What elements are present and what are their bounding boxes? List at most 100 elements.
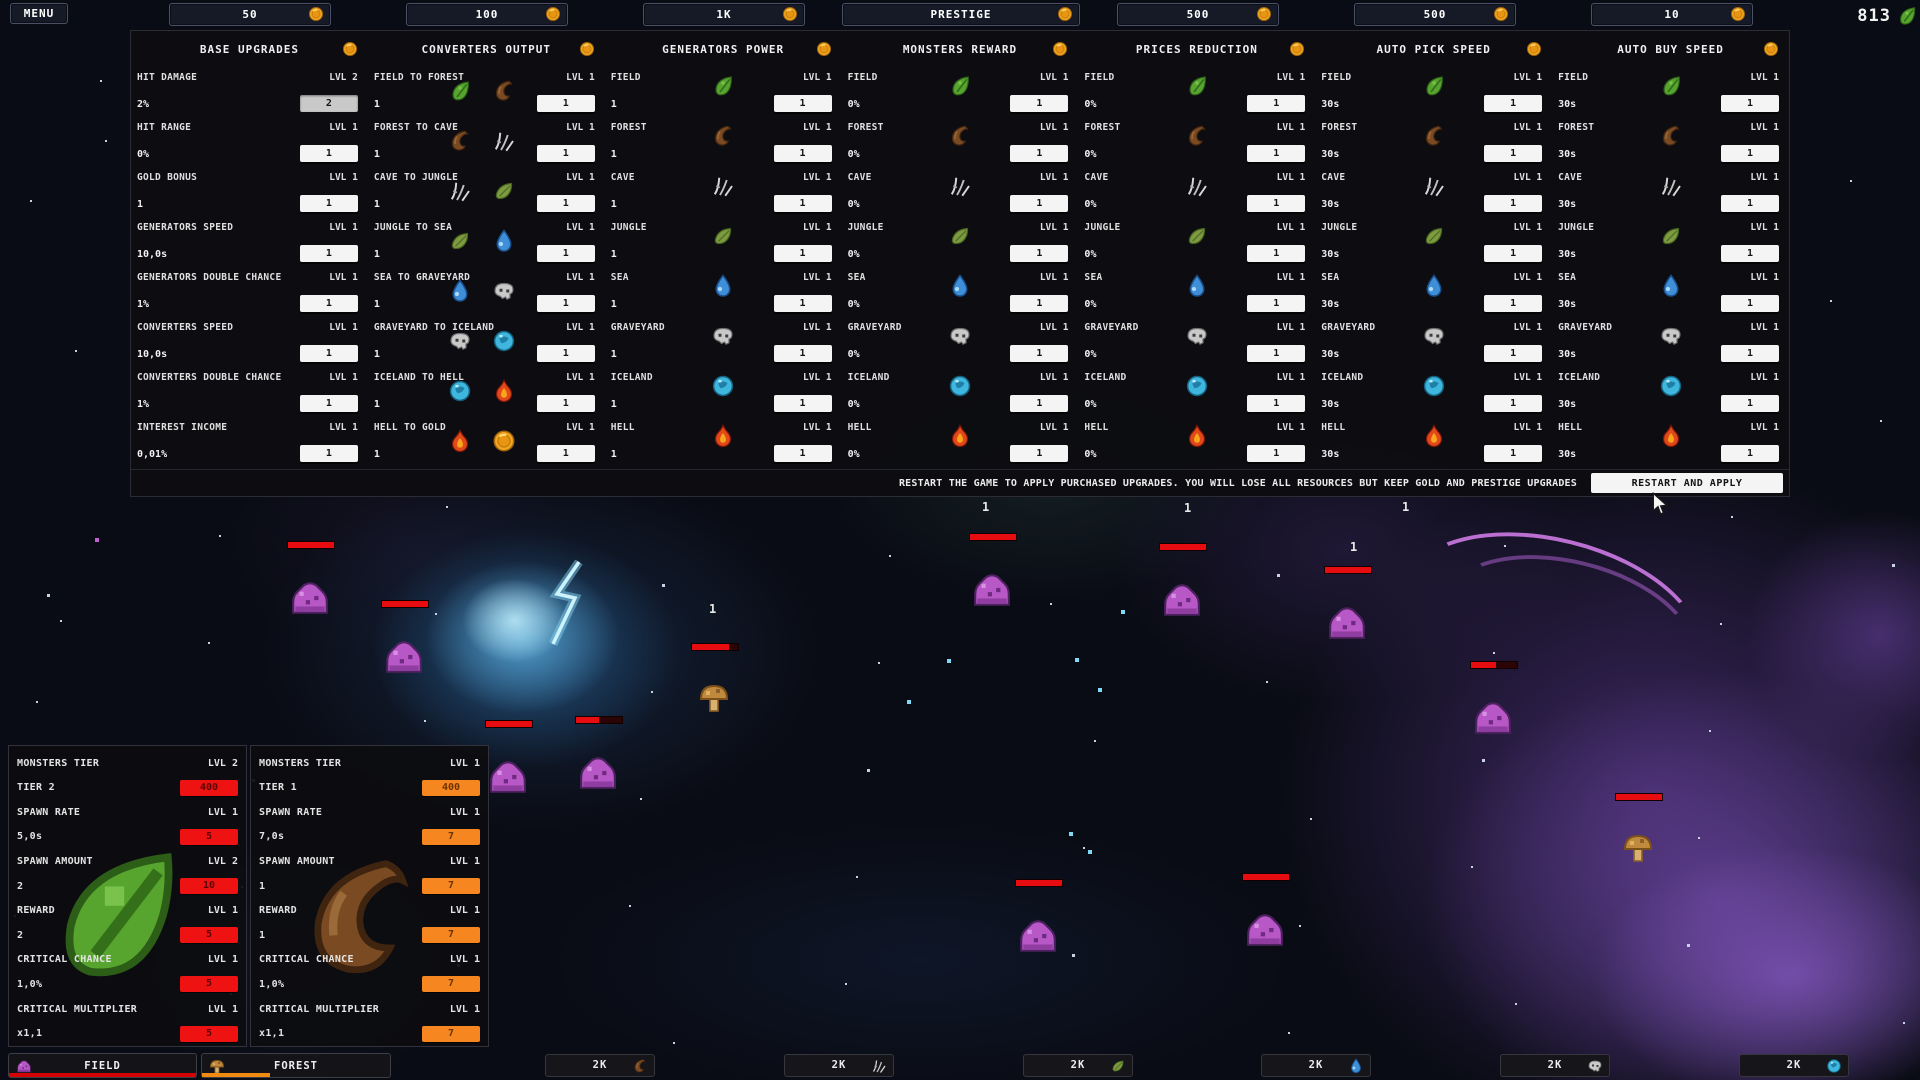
upgrade-buy-button[interactable]: 1 xyxy=(773,395,832,412)
upgrade-buy-button[interactable]: 1 xyxy=(299,245,358,262)
monster-upgrade-buy-button[interactable]: 7 xyxy=(422,927,480,944)
upgrade-buy-button[interactable]: 2 xyxy=(299,95,358,112)
upgrade-buy-button[interactable]: 1 xyxy=(299,295,358,312)
cost-button-1[interactable]: 100 xyxy=(406,3,568,26)
upgrade-buy-button[interactable]: 1 xyxy=(1010,95,1069,112)
restart-and-apply-button[interactable]: RESTART AND APPLY xyxy=(1591,473,1783,493)
upgrade-buy-button[interactable]: 1 xyxy=(773,245,832,262)
unlock-button-drop[interactable]: 2K xyxy=(1261,1054,1371,1077)
upgrade-buy-button[interactable]: 1 xyxy=(1010,345,1069,362)
upgrade-buy-button[interactable]: 1 xyxy=(536,95,595,112)
cost-button-0[interactable]: 50 xyxy=(169,3,331,26)
unlock-button-wood[interactable]: 2K xyxy=(545,1054,655,1077)
cost-button-3[interactable]: PRESTIGE xyxy=(842,3,1080,26)
upgrade-buy-button[interactable]: 1 xyxy=(1721,345,1779,362)
upgrade-buy-button[interactable]: 1 xyxy=(1721,395,1779,412)
tab-field[interactable]: FIELD xyxy=(8,1053,197,1078)
upgrade-buy-button[interactable]: 1 xyxy=(299,345,358,362)
upgrade-level: LVL 1 xyxy=(566,422,595,433)
slime-monster[interactable] xyxy=(289,579,331,615)
upgrade-buy-button[interactable]: 1 xyxy=(1247,395,1306,412)
upgrade-buy-button[interactable]: 1 xyxy=(1010,295,1069,312)
upgrade-buy-button[interactable]: 1 xyxy=(1484,195,1543,212)
slime-monster[interactable] xyxy=(1326,604,1368,640)
upgrade-buy-button[interactable]: 1 xyxy=(536,345,595,362)
upgrade-buy-button[interactable]: 1 xyxy=(1484,395,1543,412)
upgrade-buy-button[interactable]: 1 xyxy=(299,395,358,412)
monster-upgrade-buy-button[interactable]: 7 xyxy=(422,878,480,894)
upgrade-buy-button[interactable]: 1 xyxy=(773,95,832,112)
monster-upgrade-buy-button[interactable]: 10 xyxy=(180,878,238,894)
monster-upgrade-buy-button[interactable]: 5 xyxy=(180,828,238,845)
upgrade-buy-button[interactable]: 1 xyxy=(1721,95,1779,112)
unlock-button-claw[interactable]: 2K xyxy=(784,1054,894,1077)
upgrade-buy-button[interactable]: 1 xyxy=(536,195,595,212)
mushroom-monster[interactable] xyxy=(698,681,730,713)
menu-button[interactable]: MENU xyxy=(10,3,68,24)
monster-upgrade-buy-button[interactable]: 5 xyxy=(180,976,238,993)
upgrade-buy-button[interactable]: 1 xyxy=(1247,195,1306,212)
upgrade-buy-button[interactable]: 1 xyxy=(773,295,832,312)
upgrade-buy-button[interactable]: 1 xyxy=(1484,145,1543,162)
unlock-button-orb[interactable]: 2K xyxy=(1739,1054,1849,1077)
mushroom-monster[interactable] xyxy=(1622,831,1654,863)
upgrade-buy-button[interactable]: 1 xyxy=(1484,95,1543,112)
unlock-button-jungle[interactable]: 2K xyxy=(1023,1054,1133,1077)
upgrade-buy-button[interactable]: 1 xyxy=(1247,445,1306,462)
slime-monster[interactable] xyxy=(1161,581,1203,617)
upgrade-buy-button[interactable]: 1 xyxy=(773,195,832,212)
upgrade-buy-button[interactable]: 1 xyxy=(1247,145,1306,162)
slime-monster[interactable] xyxy=(487,758,529,794)
monster-upgrade-buy-button[interactable]: 400 xyxy=(180,779,238,796)
upgrade-buy-button[interactable]: 1 xyxy=(1247,245,1306,262)
upgrade-buy-button[interactable]: 1 xyxy=(536,145,595,162)
upgrade-buy-button[interactable]: 1 xyxy=(299,445,358,462)
slime-monster[interactable] xyxy=(971,571,1013,607)
upgrade-buy-button[interactable]: 1 xyxy=(1010,395,1069,412)
monster-upgrade-buy-button[interactable]: 5 xyxy=(180,927,238,944)
slime-monster[interactable] xyxy=(577,754,619,790)
monster-upgrade-buy-button[interactable]: 7 xyxy=(422,976,480,993)
cost-button-6[interactable]: 10 xyxy=(1591,3,1753,26)
slime-monster[interactable] xyxy=(383,638,425,674)
upgrade-buy-button[interactable]: 1 xyxy=(299,145,358,162)
upgrade-buy-button[interactable]: 1 xyxy=(1247,345,1306,362)
upgrade-buy-button[interactable]: 1 xyxy=(1010,145,1069,162)
cost-button-4[interactable]: 500 xyxy=(1117,3,1279,26)
upgrade-buy-button[interactable]: 1 xyxy=(1721,245,1779,262)
upgrade-label: CAVE xyxy=(610,172,635,183)
upgrade-buy-button[interactable]: 1 xyxy=(1721,445,1779,462)
upgrade-cell: GOLD BONUS LVL 1 1 1 xyxy=(131,167,368,217)
upgrade-buy-button[interactable]: 1 xyxy=(1484,445,1543,462)
slime-monster[interactable] xyxy=(1472,699,1514,735)
upgrade-buy-button[interactable]: 1 xyxy=(536,395,595,412)
slime-monster[interactable] xyxy=(1244,911,1286,947)
unlock-button-skull[interactable]: 2K xyxy=(1500,1054,1610,1077)
monster-upgrade-buy-button[interactable]: 400 xyxy=(422,779,480,796)
upgrade-buy-button[interactable]: 1 xyxy=(1247,295,1306,312)
monster-upgrade-buy-button[interactable]: 7 xyxy=(422,1025,480,1042)
upgrade-buy-button[interactable]: 1 xyxy=(1721,145,1779,162)
upgrade-buy-button[interactable]: 1 xyxy=(1721,295,1779,312)
cost-button-2[interactable]: 1K xyxy=(643,3,805,26)
upgrade-buy-button[interactable]: 1 xyxy=(536,245,595,262)
upgrade-buy-button[interactable]: 1 xyxy=(773,445,832,462)
upgrade-buy-button[interactable]: 1 xyxy=(536,445,595,462)
upgrade-buy-button[interactable]: 1 xyxy=(1484,295,1543,312)
monster-upgrade-buy-button[interactable]: 5 xyxy=(180,1025,238,1042)
upgrade-buy-button[interactable]: 1 xyxy=(1484,345,1543,362)
tab-forest[interactable]: FOREST xyxy=(201,1053,391,1078)
upgrade-buy-button[interactable]: 1 xyxy=(773,345,832,362)
upgrade-buy-button[interactable]: 1 xyxy=(1484,245,1543,262)
upgrade-buy-button[interactable]: 1 xyxy=(1010,195,1069,212)
upgrade-buy-button[interactable]: 1 xyxy=(1010,245,1069,262)
upgrade-buy-button[interactable]: 1 xyxy=(1721,195,1779,212)
upgrade-buy-button[interactable]: 1 xyxy=(1247,95,1306,112)
upgrade-buy-button[interactable]: 1 xyxy=(299,195,358,212)
monster-upgrade-buy-button[interactable]: 7 xyxy=(422,828,480,845)
slime-monster[interactable] xyxy=(1017,917,1059,953)
upgrade-buy-button[interactable]: 1 xyxy=(1010,445,1069,462)
upgrade-buy-button[interactable]: 1 xyxy=(536,295,595,312)
cost-button-5[interactable]: 500 xyxy=(1354,3,1516,26)
upgrade-buy-button[interactable]: 1 xyxy=(773,145,832,162)
